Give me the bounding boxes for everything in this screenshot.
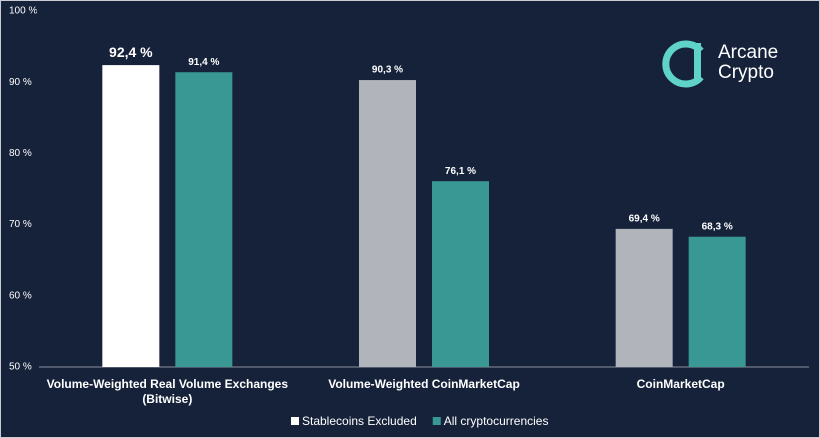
data-label: 92,4 %: [109, 44, 153, 60]
bar: [432, 181, 489, 367]
logo-icon-bar: [694, 43, 701, 81]
data-label: 76,1 %: [445, 166, 476, 177]
data-label: 91,4 %: [188, 57, 219, 68]
bar: [615, 228, 673, 367]
legend-label: All cryptocurrencies: [444, 414, 549, 428]
logo-icon: [662, 40, 704, 88]
bar: [359, 80, 416, 368]
bar: [175, 72, 233, 368]
y-tick-label: 70 %: [9, 219, 32, 230]
legend-swatch: [291, 417, 299, 425]
x-tick-label: CoinMarketCap: [636, 377, 725, 391]
y-tick-label: 50 %: [9, 362, 32, 373]
bar: [102, 65, 160, 367]
logo-text: Arcane: [718, 42, 778, 63]
y-tick-label: 80 %: [9, 148, 32, 159]
legend-swatch: [432, 417, 441, 425]
data-label: 69,4 %: [629, 214, 660, 225]
y-tick-label: 60 %: [9, 290, 32, 301]
data-label: 68,3 %: [702, 221, 733, 232]
y-tick-label: 90 %: [9, 77, 32, 88]
bar: [688, 236, 746, 367]
x-tick-label: Volume-Weighted Real Volume Exchanges (B…: [46, 377, 289, 406]
y-tick-label: 100 %: [9, 6, 37, 17]
data-label: 90,3 %: [372, 65, 403, 76]
legend-label: Stablecoins Excluded: [302, 414, 417, 428]
logo-text: Crypto: [718, 62, 774, 83]
x-tick-label: Volume-Weighted CoinMarketCap: [328, 377, 520, 391]
